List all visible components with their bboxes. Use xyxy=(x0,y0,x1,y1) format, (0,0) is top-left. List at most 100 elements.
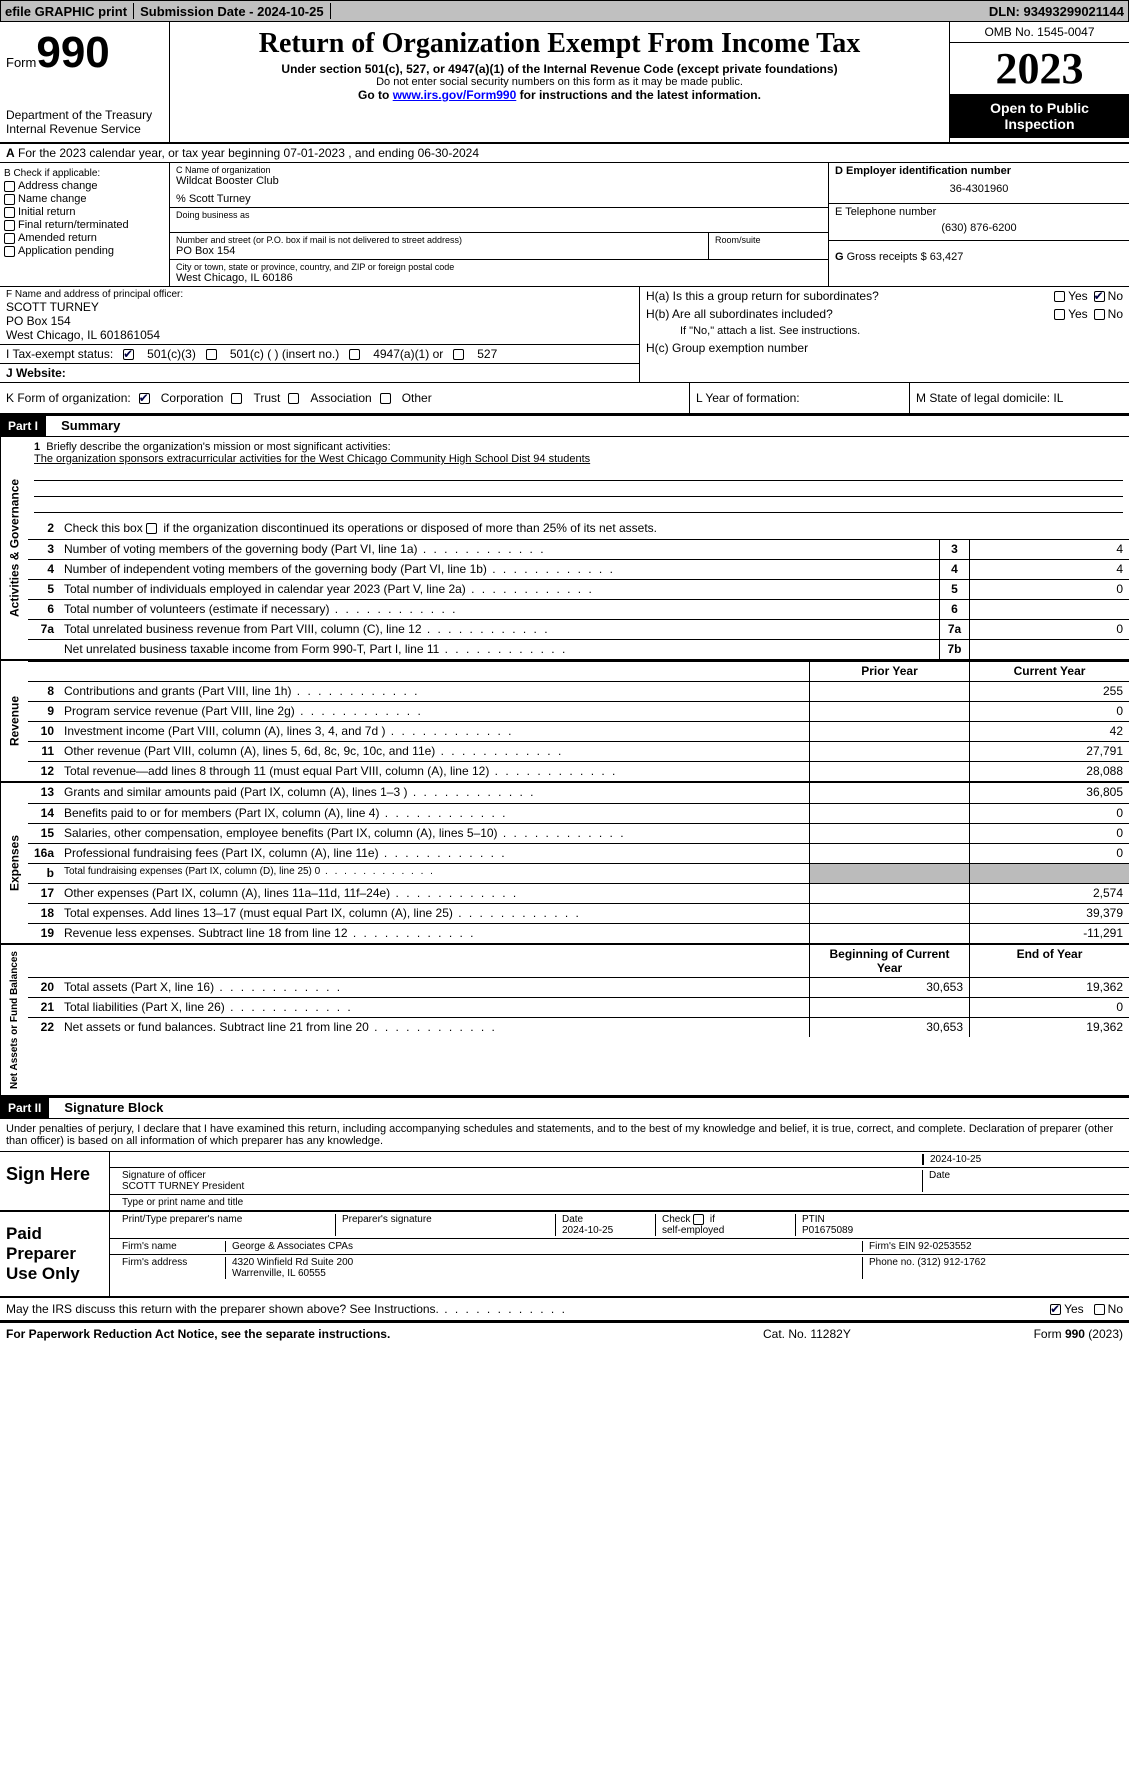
summary-line: 17Other expenses (Part IX, column (A), l… xyxy=(28,883,1129,903)
chk-address-change[interactable] xyxy=(4,181,15,192)
city-label: City or town, state or province, country… xyxy=(176,262,822,272)
l-label: L Year of formation: xyxy=(689,383,909,413)
summary-line: 4Number of independent voting members of… xyxy=(28,559,1129,579)
firm-name: George & Associates CPAs xyxy=(226,1241,863,1252)
dba-label: Doing business as xyxy=(176,210,822,220)
paid-preparer-block: Paid Preparer Use Only Print/Type prepar… xyxy=(0,1212,1129,1298)
row-a-text: For the 2023 calendar year, or tax year … xyxy=(18,146,479,160)
chk-app-pending[interactable] xyxy=(4,246,15,257)
chk-discuss-no[interactable] xyxy=(1094,1304,1105,1315)
part2-label: Part II xyxy=(0,1098,49,1118)
chk-hb-yes[interactable] xyxy=(1054,309,1065,320)
part1-label: Part I xyxy=(0,416,46,436)
chk-corp[interactable] xyxy=(139,393,150,404)
summary-gov: Activities & Governance 1 Briefly descri… xyxy=(0,437,1129,661)
omb-number: OMB No. 1545-0047 xyxy=(950,22,1129,43)
prep-date: 2024-10-25 xyxy=(562,1225,613,1236)
prep-name-lbl: Print/Type preparer's name xyxy=(116,1214,336,1236)
date-lbl: Date xyxy=(923,1170,1123,1192)
irs-label: Internal Revenue Service xyxy=(6,122,163,136)
footer-left: For Paperwork Reduction Act Notice, see … xyxy=(6,1327,763,1341)
summary-line: Net unrelated business taxable income fr… xyxy=(28,639,1129,659)
chk-trust[interactable] xyxy=(231,393,242,404)
tax-year: 2023 xyxy=(950,43,1129,94)
chk-hb-no[interactable] xyxy=(1094,309,1105,320)
summary-line: 14Benefits paid to or for members (Part … xyxy=(28,803,1129,823)
chk-discuss-yes[interactable] xyxy=(1050,1304,1061,1315)
klm-row: K Form of organization: Corporation Trus… xyxy=(0,383,1129,415)
summary-line: 13Grants and similar amounts paid (Part … xyxy=(28,783,1129,803)
dept-treasury: Department of the Treasury xyxy=(6,108,163,122)
sig-date1: 2024-10-25 xyxy=(923,1154,1123,1165)
phone-label: E Telephone number xyxy=(835,206,1123,218)
line1-label: Briefly describe the organization's miss… xyxy=(46,441,390,453)
box-de: D Employer identification number 36-4301… xyxy=(829,163,1129,286)
summary-rev: Revenue Prior Year Current Year 8Contrib… xyxy=(0,661,1129,783)
chk-527[interactable] xyxy=(453,349,464,360)
form-title: Return of Organization Exempt From Incom… xyxy=(178,28,941,60)
irs-link[interactable]: www.irs.gov/Form990 xyxy=(393,88,517,102)
chk-ha-yes[interactable] xyxy=(1054,291,1065,302)
exp-vlabel: Expenses xyxy=(0,783,28,943)
chk-4947[interactable] xyxy=(349,349,360,360)
street-label: Number and street (or P.O. box if mail i… xyxy=(176,235,702,245)
hb2: If "No," attach a list. See instructions… xyxy=(640,323,1129,339)
summary-line: 5Total number of individuals employed in… xyxy=(28,579,1129,599)
summary-line: 7aTotal unrelated business revenue from … xyxy=(28,619,1129,639)
ptin: P01675089 xyxy=(802,1225,853,1236)
f-label: F Name and address of principal officer: xyxy=(6,289,633,300)
fh-block: F Name and address of principal officer:… xyxy=(0,287,1129,383)
firm-phone: (312) 912-1762 xyxy=(917,1257,985,1268)
chk-self-emp[interactable] xyxy=(693,1214,704,1225)
part1-bar: Part I Summary xyxy=(0,415,1129,437)
phone-value: (630) 876-6200 xyxy=(835,218,1123,238)
hc-label: H(c) Group exemption number xyxy=(640,339,1129,357)
hdr-prior: Prior Year xyxy=(809,662,969,681)
part1-title: Summary xyxy=(49,418,120,433)
summary-net: Net Assets or Fund Balances Beginning of… xyxy=(0,945,1129,1097)
part2-title: Signature Block xyxy=(52,1100,163,1115)
net-vlabel: Net Assets or Fund Balances xyxy=(0,945,28,1095)
box-b: B Check if applicable: Address change Na… xyxy=(0,163,170,286)
rev-vlabel: Revenue xyxy=(0,661,28,781)
footer-cat: Cat. No. 11282Y xyxy=(763,1327,963,1341)
street: PO Box 154 xyxy=(176,245,702,257)
firm-addr2: Warrenville, IL 60555 xyxy=(232,1268,326,1279)
tax-exempt-label: I Tax-exempt status: xyxy=(6,347,113,361)
org-name-label: C Name of organization xyxy=(176,165,822,175)
chk-name-change[interactable] xyxy=(4,194,15,205)
chk-other[interactable] xyxy=(380,393,391,404)
gross-receipts: Gross receipts $ 63,427 xyxy=(847,251,964,263)
efile-label: efile GRAPHIC print xyxy=(5,4,127,19)
line1-text: The organization sponsors extracurricula… xyxy=(34,453,590,465)
chk-final-return[interactable] xyxy=(4,220,15,231)
summary-line: 22Net assets or fund balances. Subtract … xyxy=(28,1017,1129,1037)
k-label: K Form of organization: xyxy=(6,391,131,405)
chk-line2[interactable] xyxy=(146,523,157,534)
summary-line: 21Total liabilities (Part X, line 26)0 xyxy=(28,997,1129,1017)
g-label: G xyxy=(835,251,844,263)
chk-assoc[interactable] xyxy=(288,393,299,404)
goto-pre: Go to xyxy=(358,88,393,102)
firm-ein: 92-0253552 xyxy=(918,1241,971,1252)
prep-sig-lbl: Preparer's signature xyxy=(336,1214,556,1236)
chk-initial-return[interactable] xyxy=(4,207,15,218)
open-inspection: Open to Public Inspection xyxy=(950,94,1129,138)
officer-addr2: West Chicago, IL 601861054 xyxy=(6,328,633,342)
m-label: M State of legal domicile: IL xyxy=(909,383,1129,413)
form-subtitle: Under section 501(c), 527, or 4947(a)(1)… xyxy=(178,62,941,76)
chk-501c[interactable] xyxy=(206,349,217,360)
top-bar: efile GRAPHIC print Submission Date - 20… xyxy=(0,0,1129,22)
chk-ha-no[interactable] xyxy=(1094,291,1105,302)
sign-here-block: Sign Here 2024-10-25 Signature of office… xyxy=(0,1152,1129,1212)
footer: For Paperwork Reduction Act Notice, see … xyxy=(0,1322,1129,1345)
discuss-text: May the IRS discuss this return with the… xyxy=(6,1302,567,1316)
part2-bar: Part II Signature Block xyxy=(0,1097,1129,1119)
firm-addr1: 4320 Winfield Rd Suite 200 xyxy=(232,1257,353,1268)
firm-name-lbl: Firm's name xyxy=(116,1241,226,1252)
summary-line: 3Number of voting members of the governi… xyxy=(28,539,1129,559)
footer-form: 990 xyxy=(1065,1327,1085,1341)
chk-501c3[interactable] xyxy=(123,349,134,360)
form-sub2: Do not enter social security numbers on … xyxy=(178,76,941,88)
chk-amended[interactable] xyxy=(4,233,15,244)
